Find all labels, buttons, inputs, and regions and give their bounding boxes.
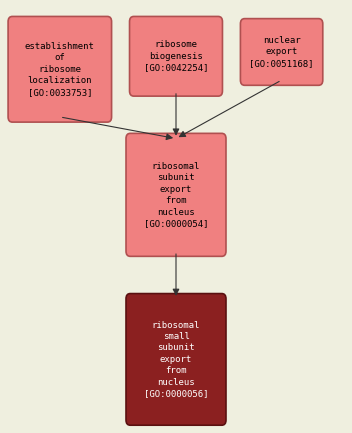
FancyBboxPatch shape: [8, 16, 112, 122]
FancyBboxPatch shape: [240, 19, 323, 85]
Text: ribosomal
small
subunit
export
from
nucleus
[GO:0000056]: ribosomal small subunit export from nucl…: [144, 320, 208, 398]
FancyBboxPatch shape: [130, 16, 222, 96]
Text: nuclear
export
[GO:0051168]: nuclear export [GO:0051168]: [249, 36, 314, 68]
Text: ribosomal
subunit
export
from
nucleus
[GO:0000054]: ribosomal subunit export from nucleus [G…: [144, 162, 208, 228]
Text: ribosome
biogenesis
[GO:0042254]: ribosome biogenesis [GO:0042254]: [144, 40, 208, 72]
FancyBboxPatch shape: [126, 133, 226, 256]
FancyBboxPatch shape: [126, 294, 226, 425]
Text: establishment
of
ribosome
localization
[GO:0033753]: establishment of ribosome localization […: [25, 42, 95, 97]
